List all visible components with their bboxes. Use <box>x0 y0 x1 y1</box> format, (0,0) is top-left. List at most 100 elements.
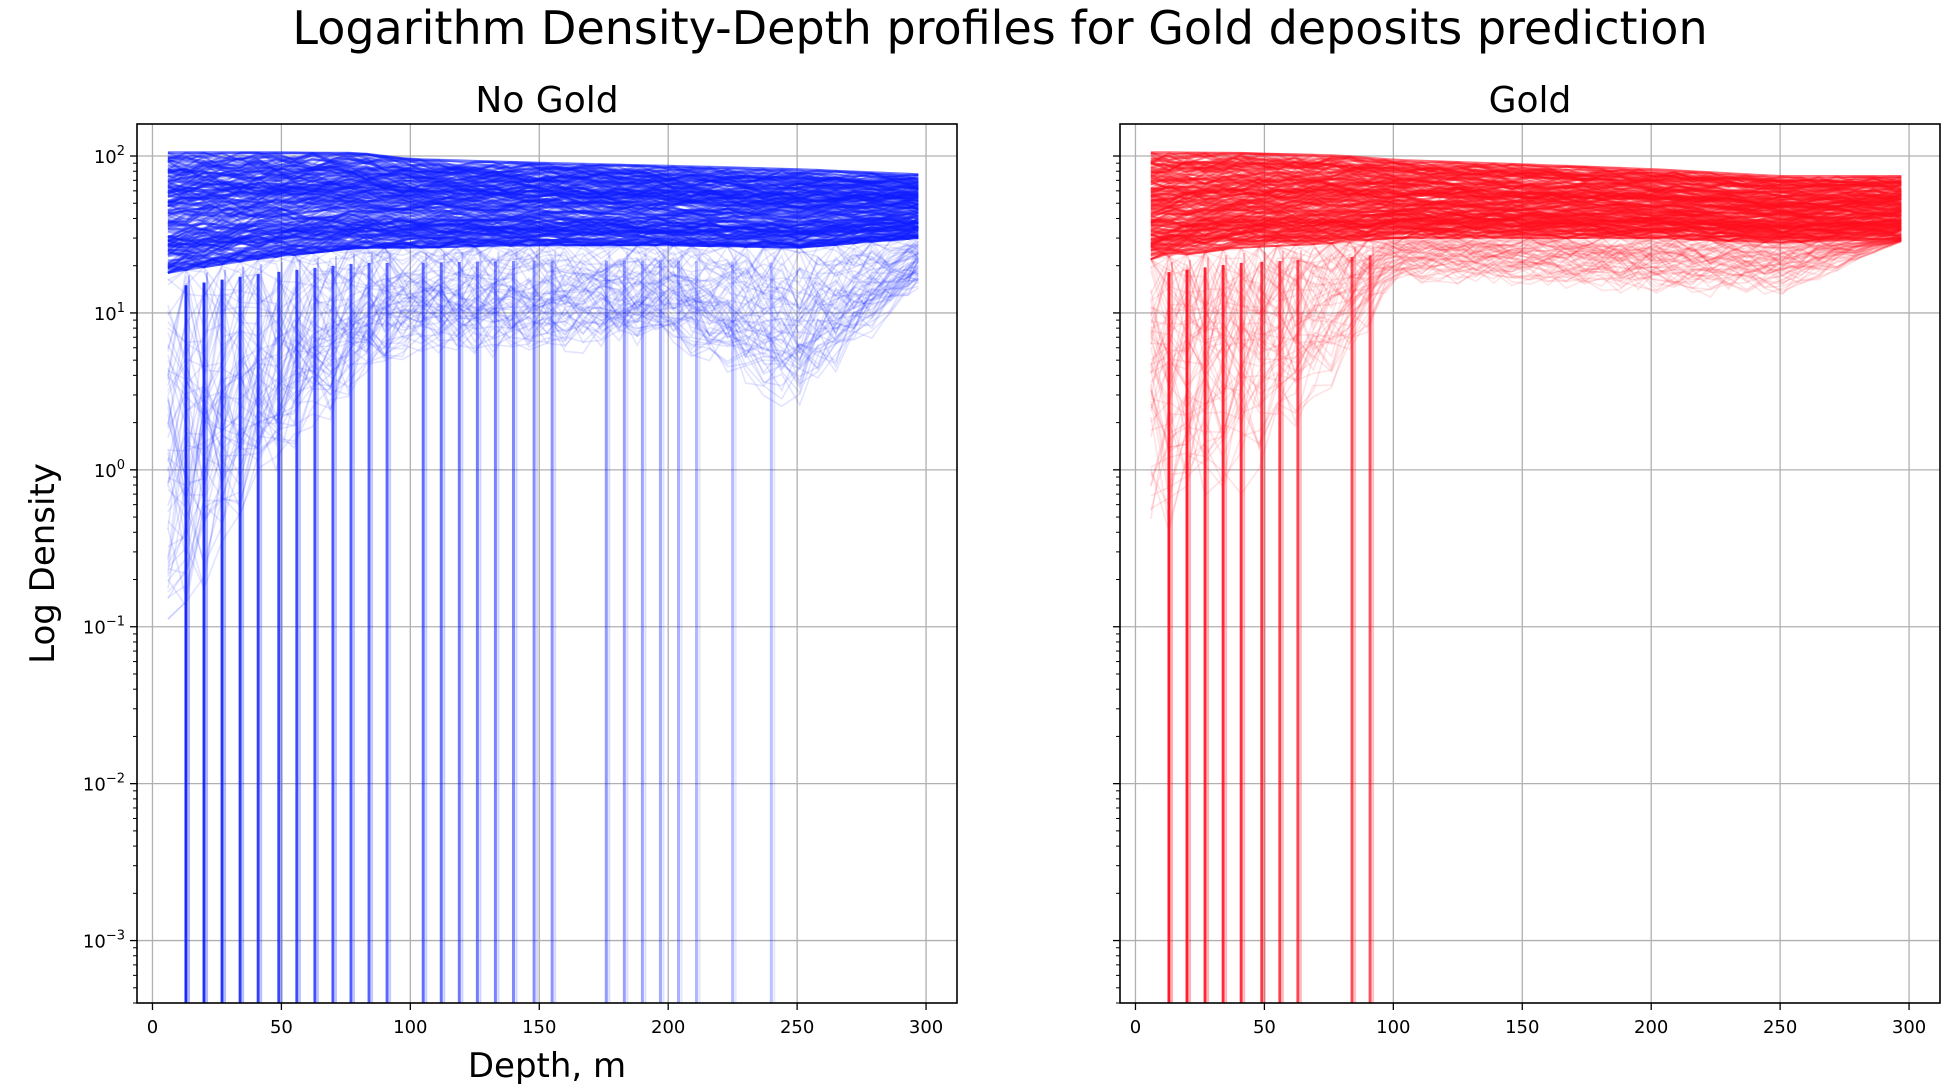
profile-line <box>1150 238 1902 368</box>
profile-line <box>1150 237 1902 361</box>
profile-line <box>1150 215 1902 237</box>
profile-line <box>1150 220 1902 248</box>
profile-line <box>1150 155 1902 188</box>
profile-line <box>167 240 919 282</box>
profile-line <box>167 218 919 250</box>
profile-line <box>167 179 919 201</box>
profile-line <box>167 210 919 240</box>
profile-line <box>167 264 919 599</box>
profile-line <box>167 230 919 271</box>
profile-line <box>1150 238 1902 399</box>
profile-line <box>167 226 919 265</box>
profile-line <box>167 227 919 261</box>
profile-line <box>1150 173 1902 199</box>
profile-line <box>1150 175 1902 199</box>
profile-line <box>167 222 919 257</box>
profile-line <box>1150 198 1902 217</box>
profile-line <box>167 182 919 201</box>
profile-line <box>1150 211 1902 229</box>
profile-line <box>167 211 919 234</box>
profile-line <box>167 237 919 376</box>
profile-line <box>167 180 919 200</box>
profile-line <box>167 160 919 187</box>
profile-line <box>1150 152 1902 184</box>
profile-line <box>1150 238 1902 374</box>
profile-line <box>167 274 919 452</box>
profile-line <box>167 278 919 591</box>
profile-line <box>167 278 919 522</box>
profile-line <box>167 225 919 260</box>
profile-line <box>1150 217 1902 244</box>
profile-line <box>167 195 919 212</box>
profile-line <box>1150 207 1902 226</box>
profile-line <box>1150 198 1902 216</box>
profile-line <box>1150 210 1902 227</box>
profile-line <box>1150 237 1902 365</box>
x-tick-label: 250 <box>1763 1017 1797 1038</box>
profile-line <box>1150 240 1902 496</box>
profile-line <box>167 166 919 191</box>
profile-line <box>167 268 919 548</box>
profile-line <box>167 193 919 212</box>
profile-line <box>1150 238 1902 361</box>
profile-line <box>1150 160 1902 190</box>
profile-line <box>1150 232 1902 261</box>
profile-line <box>167 228 919 268</box>
profile-line <box>1150 237 1902 325</box>
profile-line <box>1150 222 1902 248</box>
profile-line <box>167 219 919 248</box>
profile-line <box>1150 158 1902 187</box>
x-tick-label: 300 <box>909 1017 943 1038</box>
grid <box>137 124 957 1003</box>
profile-line <box>167 237 919 307</box>
profile-line <box>1150 237 1902 311</box>
profile-line <box>1150 164 1902 192</box>
profile-line <box>167 233 919 268</box>
profile-line <box>1150 232 1902 261</box>
profile-line <box>1150 160 1902 190</box>
profile-line <box>1150 162 1902 191</box>
profile-line <box>167 176 919 198</box>
profile-line <box>167 279 919 593</box>
profile-line <box>167 204 919 226</box>
profile-line <box>1150 169 1902 194</box>
subplot-gold: 0 50 100 150 200 250 300 Gold <box>1113 80 1941 1038</box>
profile-line <box>1150 239 1902 520</box>
profile-line <box>1150 174 1902 200</box>
profile-line <box>167 216 919 242</box>
profile-line <box>167 155 919 183</box>
profile-line <box>1150 208 1902 224</box>
profile-line <box>1150 168 1902 193</box>
profile-line <box>1150 227 1902 257</box>
profile-line <box>167 287 919 620</box>
profile-line <box>167 224 919 253</box>
profile-line <box>167 199 919 223</box>
profile-line <box>1150 214 1902 235</box>
profile-line <box>167 177 919 200</box>
profile-line <box>167 175 919 197</box>
profile-line <box>167 186 919 207</box>
profile-line <box>1150 203 1902 224</box>
profile-line <box>1150 160 1902 190</box>
profile-line <box>167 152 919 181</box>
profile-line <box>167 182 919 204</box>
profile-line <box>167 215 919 242</box>
profile-line <box>1150 187 1902 207</box>
profile-line <box>167 244 919 352</box>
y-tick-label: 10−1 <box>83 615 125 639</box>
profile-line <box>1150 207 1902 224</box>
profile-line <box>1150 221 1902 243</box>
profile-line <box>167 168 919 192</box>
profile-line <box>167 230 919 269</box>
profile-line <box>1150 239 1902 428</box>
profile-line <box>1150 164 1902 193</box>
profile-line <box>167 201 919 227</box>
profile-line <box>1150 180 1902 204</box>
profile-line <box>167 225 919 256</box>
profile-line <box>167 234 919 272</box>
profile-line <box>167 160 919 185</box>
profile-line <box>167 252 919 481</box>
profile-line <box>1150 169 1902 194</box>
profile-line <box>167 233 919 269</box>
profile-line <box>1150 206 1902 225</box>
